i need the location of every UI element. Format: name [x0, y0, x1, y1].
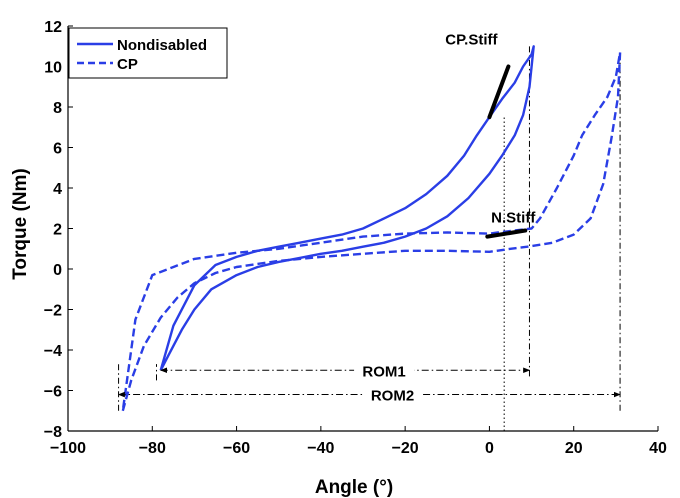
legend-label-nondisabled: Nondisabled [117, 37, 207, 54]
y-tick-label: −6 [44, 384, 62, 401]
y-tick-label: 0 [53, 262, 62, 279]
reference-lines [118, 46, 621, 431]
rom-annotations: ROM1 ROM2 [117, 360, 621, 405]
y-tick-label: 4 [53, 181, 62, 198]
series-lines [121, 45, 622, 412]
x-tick-label: −60 [223, 440, 250, 457]
y-axis-title: Torque (Nm) [10, 168, 31, 280]
x-tick-label: −40 [307, 440, 334, 457]
stiffness-label: N.Stiff [491, 210, 536, 227]
x-tick-label: −20 [392, 440, 419, 457]
y-tick-label: −2 [44, 303, 62, 320]
series-line-nondisabled [159, 45, 535, 371]
legend-box [68, 27, 228, 79]
stiffness-segment [485, 228, 528, 239]
x-tick-label: 0 [485, 440, 494, 457]
legend: Nondisabled CP [68, 27, 228, 79]
y-tick-label: 2 [53, 222, 62, 239]
stiffness-segments: CP.Stiff N.Stiff [445, 32, 536, 239]
stiffness-label: CP.Stiff [445, 32, 498, 49]
y-tick-label: −4 [44, 343, 62, 360]
x-tick-label: 40 [649, 440, 667, 457]
rom-label: ROM1 [362, 363, 405, 380]
x-tick-label: −100 [50, 440, 86, 457]
y-tick-label: −8 [44, 424, 62, 441]
x-tick-label: −80 [139, 440, 166, 457]
x-axis-title: Angle (°) [315, 477, 393, 498]
series-line-cp [121, 51, 622, 412]
y-tick-label: 10 [44, 60, 62, 77]
rom-label: ROM2 [371, 388, 414, 405]
stiffness-segment [487, 64, 511, 120]
x-tick-label: 20 [565, 440, 583, 457]
y-tick-label: 8 [53, 100, 62, 117]
y-tick-label: 12 [44, 19, 62, 36]
legend-label-cp: CP [117, 56, 138, 73]
y-tick-label: 6 [53, 141, 62, 158]
rom-label-bg [354, 360, 415, 381]
rom-label-bg [362, 384, 423, 405]
